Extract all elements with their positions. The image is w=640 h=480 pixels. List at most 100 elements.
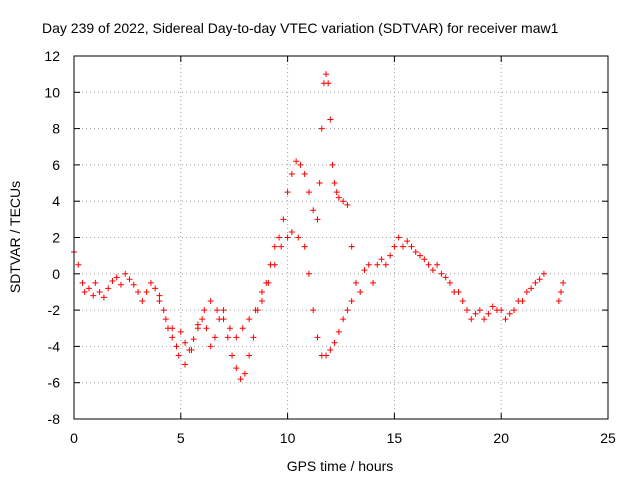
x-axis-label: GPS time / hours <box>287 458 394 474</box>
data-point <box>252 307 259 314</box>
data-point <box>357 288 364 295</box>
data-point <box>361 267 368 274</box>
data-point <box>528 285 535 292</box>
data-point <box>220 307 227 314</box>
grid-lines <box>74 56 608 419</box>
data-point <box>90 292 97 299</box>
data-point <box>229 352 236 359</box>
y-tick-label: 0 <box>52 266 60 282</box>
data-point <box>314 334 321 341</box>
data-point <box>239 325 246 332</box>
series-maw1-secondary <box>156 229 355 368</box>
y-tick-label: 8 <box>52 121 60 137</box>
data-point <box>327 347 334 354</box>
data-point <box>425 261 432 268</box>
data-point <box>446 279 453 286</box>
data-point <box>344 307 351 314</box>
data-point <box>455 288 462 295</box>
data-point <box>271 261 278 268</box>
y-tick-label: 6 <box>52 157 60 173</box>
data-point <box>175 352 182 359</box>
data-point <box>344 201 351 208</box>
data-point <box>130 281 137 288</box>
data-point <box>532 279 539 286</box>
data-point <box>169 325 176 332</box>
y-tick-label: 2 <box>52 230 60 246</box>
x-tick-label: 10 <box>280 430 296 446</box>
data-point <box>211 334 218 341</box>
data-point <box>276 234 283 241</box>
data-point <box>352 279 359 286</box>
data-point <box>139 298 146 305</box>
data-point <box>536 276 543 283</box>
data-point <box>374 261 381 268</box>
data-point <box>85 285 92 292</box>
data-point <box>329 161 336 168</box>
data-point <box>182 339 189 346</box>
data-point <box>333 189 340 196</box>
data-point <box>417 252 424 259</box>
data-point <box>147 279 154 286</box>
data-point <box>434 261 441 268</box>
data-point <box>365 261 372 268</box>
data-point <box>370 279 377 286</box>
chart-title: Day 239 of 2022, Sidereal Day-to-day VTE… <box>42 20 559 36</box>
data-point <box>382 261 389 268</box>
data-point <box>378 256 385 263</box>
data-point <box>348 243 355 250</box>
y-tick-label: -4 <box>48 338 61 354</box>
data-point <box>489 303 496 310</box>
data-point <box>207 343 214 350</box>
data-point <box>237 376 244 383</box>
y-tick-label: 10 <box>44 84 60 100</box>
data-point <box>188 347 195 354</box>
data-point <box>295 234 302 241</box>
data-point <box>511 307 518 314</box>
data-point <box>387 252 394 259</box>
data-point <box>335 328 342 335</box>
data-point <box>81 288 88 295</box>
data-point <box>555 298 562 305</box>
axis-ticks <box>73 55 609 420</box>
data-point <box>177 328 184 335</box>
data-point <box>152 285 159 292</box>
x-tick-label: 20 <box>493 430 509 446</box>
data-point <box>203 325 210 332</box>
data-point <box>314 216 321 223</box>
data-point <box>297 161 304 168</box>
data-point <box>79 279 86 286</box>
data-point <box>348 298 355 305</box>
data-point <box>75 261 82 268</box>
data-point <box>288 170 295 177</box>
data-point <box>156 298 163 305</box>
data-point <box>265 279 272 286</box>
data-point <box>117 281 124 288</box>
y-axis-label: SDTVAR / TECUs <box>7 181 23 293</box>
data-point <box>442 274 449 281</box>
data-point <box>519 298 526 305</box>
data-point <box>395 234 402 241</box>
data-point <box>220 316 227 323</box>
data-point <box>472 310 479 317</box>
data-point <box>310 207 317 214</box>
data-points <box>71 71 567 383</box>
data-point <box>113 274 120 281</box>
data-point <box>199 316 206 323</box>
data-point <box>224 334 231 341</box>
data-point <box>408 243 415 250</box>
data-point <box>278 243 285 250</box>
data-point <box>271 243 278 250</box>
data-point <box>429 267 436 274</box>
data-point <box>340 198 347 205</box>
data-point <box>241 370 248 377</box>
data-point <box>250 334 257 341</box>
data-point <box>391 243 398 250</box>
data-point <box>485 310 492 317</box>
y-tick-label: -6 <box>48 375 61 391</box>
data-point <box>105 285 112 292</box>
data-point <box>331 180 338 187</box>
data-point <box>404 238 411 245</box>
data-point <box>323 71 330 78</box>
data-point <box>310 307 317 314</box>
